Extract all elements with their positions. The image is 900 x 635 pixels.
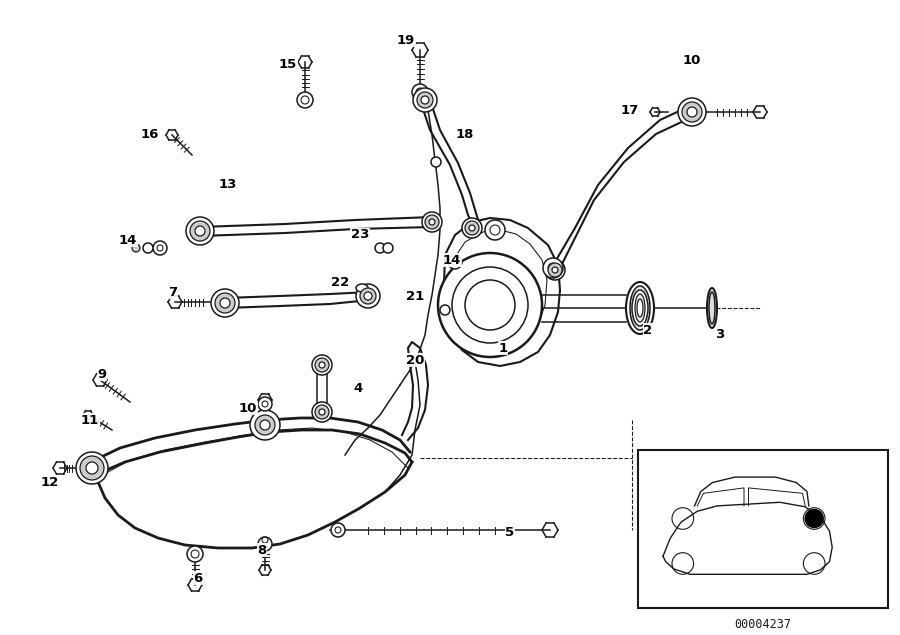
- Circle shape: [485, 220, 505, 240]
- Circle shape: [211, 289, 239, 317]
- Circle shape: [260, 420, 270, 430]
- Text: 12: 12: [40, 476, 59, 488]
- Circle shape: [687, 107, 697, 117]
- Circle shape: [76, 452, 108, 484]
- Text: 13: 13: [219, 178, 238, 192]
- Circle shape: [429, 219, 435, 225]
- Text: 2: 2: [644, 323, 652, 337]
- Text: 20: 20: [406, 354, 424, 366]
- Text: 00004237: 00004237: [734, 618, 791, 631]
- Text: 17: 17: [621, 104, 639, 116]
- Circle shape: [375, 243, 385, 253]
- Circle shape: [220, 298, 230, 308]
- Circle shape: [364, 292, 372, 300]
- Text: 18: 18: [455, 128, 474, 142]
- Text: 23: 23: [351, 229, 369, 241]
- Text: 4: 4: [354, 382, 363, 394]
- Circle shape: [255, 415, 275, 435]
- Circle shape: [417, 92, 433, 108]
- Text: 21: 21: [406, 290, 424, 302]
- Circle shape: [331, 523, 345, 537]
- Circle shape: [413, 88, 437, 112]
- Text: 7: 7: [168, 286, 177, 298]
- Ellipse shape: [635, 294, 645, 322]
- Circle shape: [462, 218, 482, 238]
- Bar: [638, 450, 888, 608]
- Circle shape: [315, 358, 329, 372]
- Text: 11: 11: [81, 413, 99, 427]
- Text: 14: 14: [119, 234, 137, 246]
- Circle shape: [360, 288, 376, 304]
- Circle shape: [80, 456, 104, 480]
- Circle shape: [806, 509, 824, 528]
- Circle shape: [545, 260, 565, 280]
- Circle shape: [319, 409, 325, 415]
- Ellipse shape: [630, 286, 650, 330]
- Text: 6: 6: [194, 572, 202, 584]
- Circle shape: [132, 244, 140, 252]
- Text: 16: 16: [140, 128, 159, 142]
- Circle shape: [440, 305, 450, 315]
- Circle shape: [548, 263, 562, 277]
- Ellipse shape: [707, 288, 717, 328]
- Text: 19: 19: [397, 34, 415, 46]
- Text: 3: 3: [716, 328, 724, 342]
- Circle shape: [153, 241, 167, 255]
- Circle shape: [312, 402, 332, 422]
- Circle shape: [431, 157, 441, 167]
- Text: 10: 10: [238, 401, 257, 415]
- Ellipse shape: [356, 284, 368, 292]
- Circle shape: [319, 362, 325, 368]
- Circle shape: [448, 255, 462, 269]
- Circle shape: [421, 96, 429, 104]
- Ellipse shape: [637, 299, 643, 317]
- Circle shape: [412, 84, 428, 100]
- Text: 9: 9: [97, 368, 106, 380]
- Circle shape: [186, 217, 214, 245]
- Circle shape: [250, 410, 280, 440]
- Circle shape: [258, 537, 272, 551]
- Circle shape: [425, 215, 439, 229]
- Circle shape: [86, 462, 98, 474]
- Ellipse shape: [626, 282, 654, 334]
- Text: 1: 1: [499, 342, 508, 354]
- Circle shape: [469, 225, 475, 231]
- Circle shape: [312, 355, 332, 375]
- Circle shape: [543, 258, 563, 278]
- Circle shape: [552, 267, 558, 273]
- Circle shape: [190, 221, 210, 241]
- Circle shape: [356, 284, 380, 308]
- Circle shape: [438, 253, 542, 357]
- Circle shape: [258, 397, 272, 411]
- Text: 10: 10: [683, 53, 701, 67]
- Circle shape: [143, 243, 153, 253]
- Text: 22: 22: [331, 276, 349, 290]
- Circle shape: [215, 293, 235, 313]
- Text: 14: 14: [443, 253, 461, 267]
- Circle shape: [465, 221, 479, 235]
- Circle shape: [187, 546, 203, 562]
- Circle shape: [383, 243, 393, 253]
- Ellipse shape: [709, 292, 715, 324]
- Ellipse shape: [632, 290, 648, 326]
- Circle shape: [682, 102, 702, 122]
- Text: 8: 8: [257, 544, 266, 556]
- Circle shape: [195, 226, 205, 236]
- Circle shape: [678, 98, 706, 126]
- Text: 15: 15: [279, 58, 297, 72]
- Circle shape: [422, 212, 442, 232]
- Text: 5: 5: [506, 526, 515, 538]
- Circle shape: [297, 92, 313, 108]
- Circle shape: [315, 405, 329, 419]
